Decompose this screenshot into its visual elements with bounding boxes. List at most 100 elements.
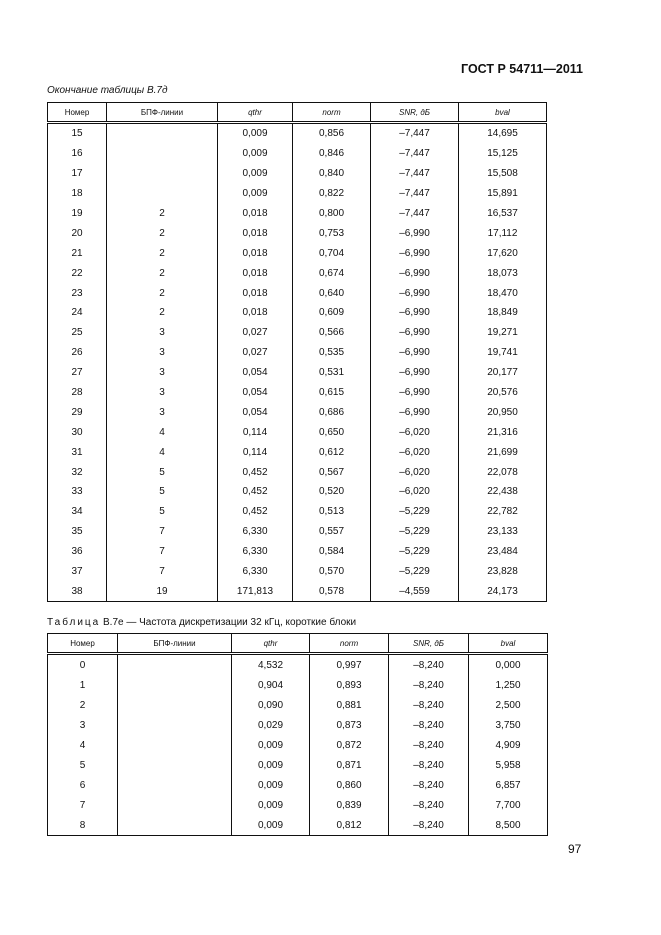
cell-fft-lines: 7 bbox=[106, 521, 218, 542]
table-row: 29 3 0,054 0,686 –6,990 20,950 bbox=[47, 402, 547, 423]
cell-fft-lines bbox=[117, 653, 232, 675]
cell-number: 37 bbox=[47, 561, 107, 582]
cell-number: 30 bbox=[47, 422, 107, 443]
cell-norm: 0,686 bbox=[292, 402, 371, 423]
cell-norm: 0,704 bbox=[292, 243, 371, 264]
cell-number: 33 bbox=[47, 482, 107, 502]
column-header-snr-db: SNR, дБ bbox=[370, 102, 459, 124]
cell-norm: 0,612 bbox=[292, 442, 371, 463]
cell-number: 31 bbox=[47, 442, 107, 463]
cell-bval: 4,909 bbox=[468, 735, 548, 755]
cell-fft-lines bbox=[106, 183, 218, 204]
table-b7e: Номер БПФ-линии qthr norm SNR, дБ bval 0 4,532… bbox=[47, 633, 548, 836]
cell-bval: 2,500 bbox=[468, 695, 548, 715]
cell-norm: 0,846 bbox=[292, 143, 371, 164]
cell-snr-db: –8,240 bbox=[388, 715, 469, 735]
cell-snr-db: –7,447 bbox=[370, 163, 459, 184]
cell-qthr: 0,018 bbox=[217, 283, 293, 304]
cell-qthr: 0,009 bbox=[217, 143, 293, 164]
cell-bval: 20,576 bbox=[458, 382, 547, 403]
cell-qthr: 0,009 bbox=[217, 163, 293, 184]
cell-snr-db: –5,229 bbox=[370, 561, 459, 582]
cell-norm: 0,531 bbox=[292, 362, 371, 383]
cell-bval: 6,857 bbox=[468, 775, 548, 795]
cell-number: 0 bbox=[47, 653, 118, 675]
cell-fft-lines: 2 bbox=[106, 243, 218, 264]
cell-snr-db: –5,229 bbox=[370, 541, 459, 562]
cell-snr-db: –6,990 bbox=[370, 303, 459, 323]
cell-snr-db: –5,229 bbox=[370, 501, 459, 522]
cell-norm: 0,557 bbox=[292, 521, 371, 542]
table-row: 4 0,009 0,872 –8,240 4,909 bbox=[47, 735, 548, 755]
cell-fft-lines: 3 bbox=[106, 342, 218, 363]
cell-qthr: 0,018 bbox=[217, 243, 293, 264]
cell-bval: 5,958 bbox=[468, 755, 548, 775]
cell-number: 5 bbox=[47, 755, 118, 775]
cell-bval: 17,112 bbox=[458, 223, 547, 244]
cell-norm: 0,893 bbox=[309, 675, 389, 695]
cell-number: 3 bbox=[47, 715, 118, 735]
cell-number: 27 bbox=[47, 362, 107, 383]
cell-snr-db: –6,990 bbox=[370, 402, 459, 423]
table-row: 37 7 6,330 0,570 –5,229 23,828 bbox=[47, 561, 547, 582]
cell-qthr: 0,009 bbox=[231, 775, 310, 795]
cell-norm: 0,609 bbox=[292, 303, 371, 323]
cell-fft-lines bbox=[117, 755, 232, 775]
cell-qthr: 4,532 bbox=[231, 653, 310, 675]
cell-fft-lines: 5 bbox=[106, 482, 218, 502]
cell-snr-db: –7,447 bbox=[370, 122, 459, 144]
cell-qthr: 0,009 bbox=[231, 735, 310, 755]
cell-qthr: 0,029 bbox=[231, 715, 310, 735]
cell-fft-lines: 5 bbox=[106, 462, 218, 483]
cell-snr-db: –8,240 bbox=[388, 775, 469, 795]
column-header-qthr: qthr bbox=[217, 102, 293, 124]
table2-caption: Таблица В.7е — Частота дискретизации 32 … bbox=[47, 617, 356, 628]
cell-qthr: 0,009 bbox=[231, 795, 310, 815]
cell-snr-db: –6,990 bbox=[370, 243, 459, 264]
cell-qthr: 0,027 bbox=[217, 342, 293, 363]
cell-norm: 0,812 bbox=[309, 815, 389, 836]
cell-fft-lines: 7 bbox=[106, 541, 218, 562]
cell-bval: 18,470 bbox=[458, 283, 547, 304]
cell-norm: 0,997 bbox=[309, 653, 389, 675]
cell-qthr: 0,009 bbox=[217, 183, 293, 204]
cell-norm: 0,615 bbox=[292, 382, 371, 403]
table-row: 27 3 0,054 0,531 –6,990 20,177 bbox=[47, 362, 547, 383]
table-row: 3 0,029 0,873 –8,240 3,750 bbox=[47, 715, 548, 735]
table-row: 34 5 0,452 0,513 –5,229 22,782 bbox=[47, 501, 547, 522]
table-row: 21 2 0,018 0,704 –6,990 17,620 bbox=[47, 243, 547, 264]
cell-fft-lines: 2 bbox=[106, 263, 218, 284]
table-row: 26 3 0,027 0,535 –6,990 19,741 bbox=[47, 342, 547, 363]
cell-norm: 0,566 bbox=[292, 322, 371, 343]
cell-qthr: 171,813 bbox=[217, 581, 293, 603]
cell-snr-db: –7,447 bbox=[370, 203, 459, 224]
cell-fft-lines: 3 bbox=[106, 402, 218, 423]
cell-number: 21 bbox=[47, 243, 107, 264]
cell-snr-db: –8,240 bbox=[388, 755, 469, 775]
table-row: 22 2 0,018 0,674 –6,990 18,073 bbox=[47, 263, 547, 284]
cell-snr-db: –6,020 bbox=[370, 442, 459, 463]
cell-norm: 0,650 bbox=[292, 422, 371, 443]
cell-norm: 0,840 bbox=[292, 163, 371, 184]
cell-bval: 19,271 bbox=[458, 322, 547, 343]
cell-number: 34 bbox=[47, 501, 107, 522]
cell-snr-db: –6,990 bbox=[370, 342, 459, 363]
cell-fft-lines bbox=[117, 715, 232, 735]
cell-norm: 0,753 bbox=[292, 223, 371, 244]
table-row: 15 0,009 0,856 –7,447 14,695 bbox=[47, 122, 547, 144]
cell-fft-lines: 4 bbox=[106, 422, 218, 443]
cell-fft-lines bbox=[117, 795, 232, 815]
table-row: 38 19 171,813 0,578 –4,559 24,173 bbox=[47, 581, 547, 603]
cell-number: 7 bbox=[47, 795, 118, 815]
cell-fft-lines: 2 bbox=[106, 223, 218, 244]
cell-fft-lines: 3 bbox=[106, 362, 218, 383]
cell-bval: 22,078 bbox=[458, 462, 547, 483]
cell-norm: 0,871 bbox=[309, 755, 389, 775]
column-header-qthr: qthr bbox=[231, 633, 310, 655]
cell-qthr: 0,018 bbox=[217, 263, 293, 284]
cell-bval: 20,950 bbox=[458, 402, 547, 423]
cell-qthr: 0,054 bbox=[217, 402, 293, 423]
cell-bval: 15,125 bbox=[458, 143, 547, 164]
cell-number: 38 bbox=[47, 581, 107, 603]
table2-caption-text: В.7е — Частота дискретизации 32 кГц, кор… bbox=[103, 617, 357, 628]
